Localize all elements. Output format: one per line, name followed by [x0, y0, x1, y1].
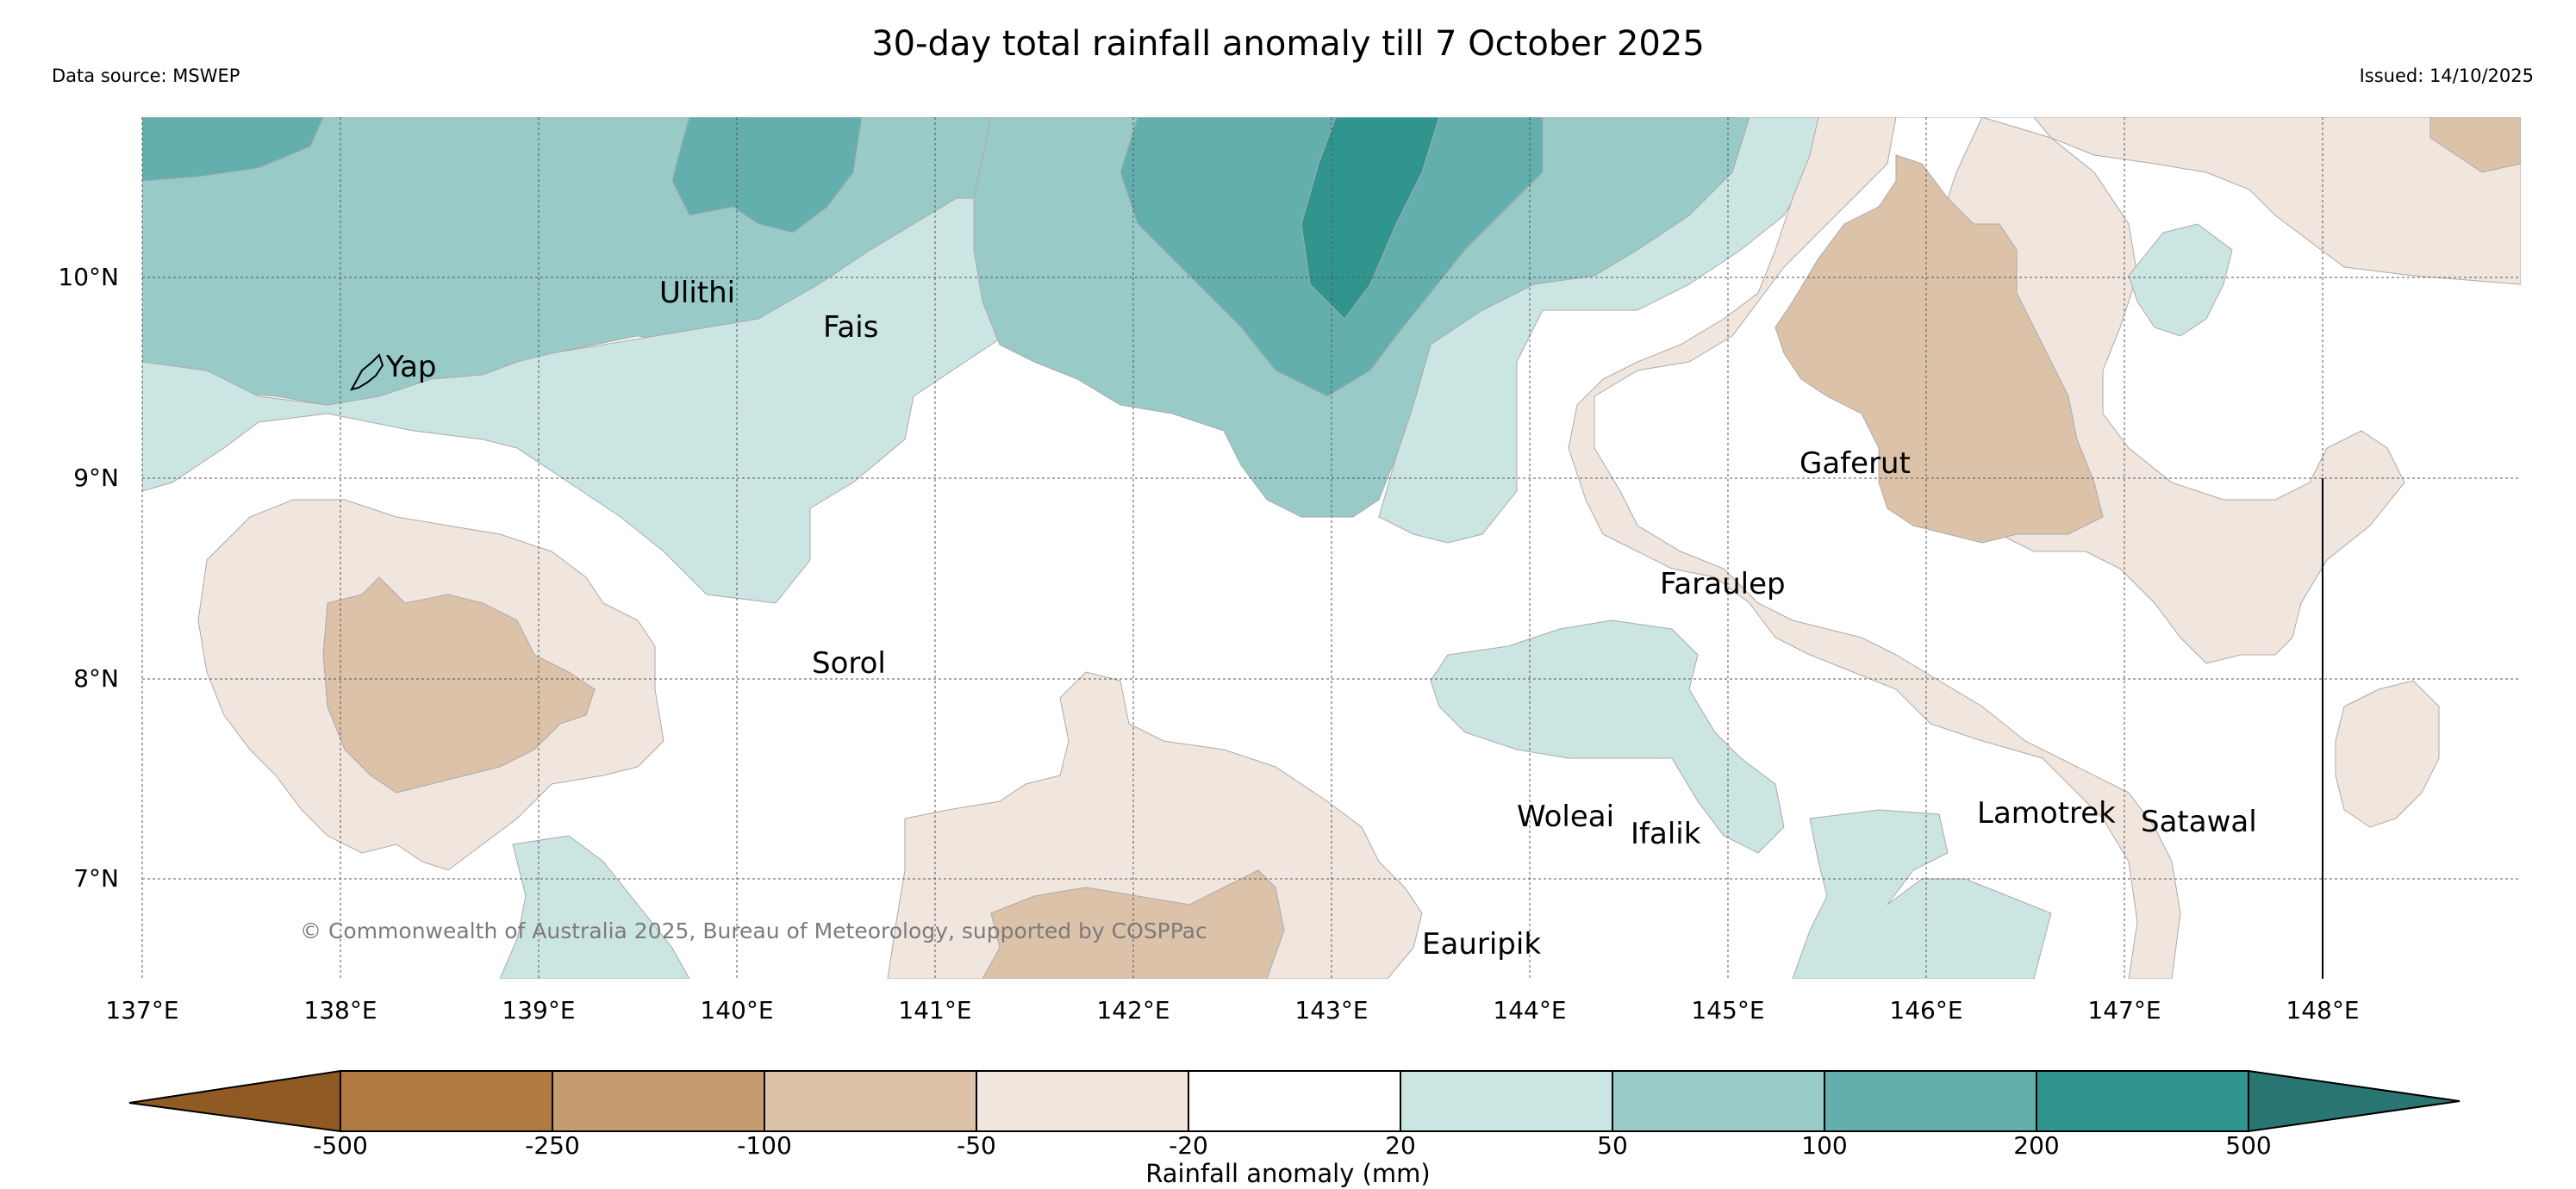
- place-label-eauripik: Eauripik: [1422, 927, 1542, 962]
- place-label-gaferut: Gaferut: [1799, 446, 1911, 481]
- lon-label-146e: 146°E: [1889, 996, 1963, 1024]
- anomaly-dry-20-50-far-east: [1896, 117, 2521, 285]
- lat-label-7n: 7°N: [73, 864, 119, 893]
- place-label-faraulep: Faraulep: [1660, 567, 1786, 601]
- anomaly-wet-100-200-w: [142, 117, 324, 182]
- lon-label-142e: 142°E: [1096, 996, 1170, 1024]
- place-label-satawal: Satawal: [2141, 805, 2257, 839]
- colorbar-tick-500: 500: [2225, 1131, 2272, 1160]
- place-label-fais: Fais: [823, 310, 879, 345]
- lat-label-10n: 10°N: [58, 263, 119, 291]
- yap-island-outline: [350, 353, 384, 391]
- colorbar-tick-minus500: -500: [313, 1131, 368, 1160]
- colorbar-tick-minus20: -20: [1169, 1131, 1208, 1160]
- place-label-ulithi: Ulithi: [659, 276, 736, 310]
- colorbar-label: Rainfall anomaly (mm): [1145, 1159, 1431, 1188]
- colorbar-tick-100: 100: [1801, 1131, 1848, 1160]
- colorbar-tick-50: 50: [1597, 1131, 1628, 1160]
- anomaly-wet-20-50-ne: [2128, 223, 2233, 337]
- anomaly-dry-50-100-west: [322, 576, 596, 794]
- lon-label-139e: 139°E: [502, 996, 576, 1024]
- lon-label-138e: 138°E: [303, 996, 377, 1024]
- lon-label-143e: 143°E: [1294, 996, 1369, 1024]
- lat-label-9n: 9°N: [73, 464, 119, 492]
- anomaly-dry-20-50-ne-corner: [2429, 117, 2521, 173]
- graticule: [141, 117, 2521, 979]
- anomaly-dry-20-50-east: [1568, 117, 2181, 979]
- place-label-ifalik: Ifalik: [1631, 817, 1701, 851]
- copyright-notice: © Commonwealth of Australia 2025, Bureau…: [300, 918, 1207, 943]
- colorbar: [128, 1069, 2461, 1133]
- anomaly-wet-20-50-east: [1378, 117, 1819, 544]
- colorbar-tick-minus50: -50: [957, 1131, 996, 1160]
- anomaly-dry-20-50-se-east: [2335, 680, 2440, 828]
- lon-label-144e: 144°E: [1493, 996, 1567, 1024]
- place-label-yap: Yap: [386, 350, 437, 384]
- colorbar-tick-200: 200: [2013, 1131, 2060, 1160]
- lon-label-147e: 147°E: [2087, 996, 2161, 1024]
- anomaly-wet-20-50-sw-patch: [499, 835, 690, 979]
- lon-label-145e: 145°E: [1691, 996, 1765, 1024]
- data-source-label: Data source: MSWEP: [52, 65, 240, 86]
- colorbar-tick-minus250: -250: [525, 1131, 580, 1160]
- lon-label-140e: 140°E: [700, 996, 774, 1024]
- map-title: 30-day total rainfall anomaly till 7 Oct…: [871, 24, 1705, 64]
- colorbar-tick-20: 20: [1385, 1131, 1416, 1160]
- colorbar-tick-minus100: -100: [737, 1131, 792, 1160]
- place-label-lamotrek: Lamotrek: [1977, 796, 2116, 831]
- lon-label-148e: 148°E: [2286, 996, 2360, 1024]
- place-label-woleai: Woleai: [1517, 800, 1615, 834]
- lat-label-8n: 8°N: [73, 664, 119, 693]
- lon-label-141e: 141°E: [898, 996, 972, 1024]
- issued-date-label: Issued: 14/10/2025: [2359, 65, 2534, 86]
- anomaly-wet-200-500-centre: [1300, 117, 1440, 320]
- lon-label-137e: 137°E: [105, 996, 179, 1024]
- place-label-sorol: Sorol: [812, 646, 886, 681]
- anomaly-wet-20-50-se: [1792, 809, 2052, 979]
- anomaly-wet-100-200-ulithi: [671, 117, 863, 233]
